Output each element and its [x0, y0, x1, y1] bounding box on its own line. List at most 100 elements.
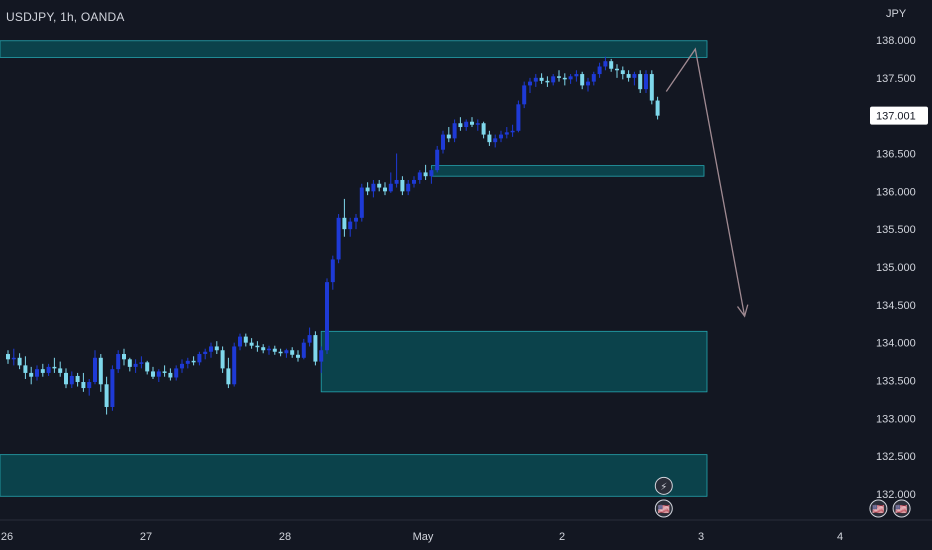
time-tick-label: 26	[1, 531, 13, 543]
candle-body	[261, 347, 266, 351]
projection-arrow-head	[736, 304, 749, 318]
projection-layer	[665, 47, 749, 318]
event-icon-circle	[892, 499, 911, 518]
candle-body	[23, 365, 28, 373]
candle-body	[238, 336, 242, 347]
candle-body	[122, 354, 126, 360]
candle-body	[626, 74, 631, 78]
candle-body	[354, 217, 358, 222]
candle-body	[551, 76, 556, 83]
candle-body	[359, 187, 364, 218]
top-resistance-zone[interactable]	[0, 40, 708, 58]
candle-body	[423, 172, 428, 177]
candle-body	[649, 74, 654, 101]
candle-body	[52, 366, 57, 369]
lightning-event-icon[interactable]: ⚡	[654, 476, 673, 495]
candle-body	[104, 384, 109, 407]
candle-body	[255, 345, 260, 348]
candle-body	[383, 187, 387, 192]
candle-body	[377, 183, 382, 188]
candle-body	[371, 183, 376, 192]
candle-body	[574, 74, 579, 77]
candle-body	[545, 80, 550, 83]
candle-body	[429, 170, 434, 177]
zones-layer	[0, 40, 708, 497]
candle-body	[568, 76, 573, 80]
mid-demand-zone[interactable]	[430, 165, 705, 177]
candle-body	[533, 77, 538, 82]
price-tick-label: 135.500	[876, 224, 916, 236]
candle-body	[116, 354, 121, 370]
candle-body	[406, 183, 411, 192]
candle-body	[394, 179, 399, 184]
candle-body	[586, 81, 590, 86]
price-axis[interactable]: 138.000137.500137.000136.500136.000135.5…	[876, 35, 916, 501]
candle-body	[522, 85, 527, 105]
candle-body	[127, 359, 132, 367]
us-flag-event-icon[interactable]: 🇺🇸	[654, 499, 673, 518]
current-price-layer: 137.001	[870, 106, 928, 125]
candle-body	[168, 372, 173, 378]
candle-body	[272, 348, 277, 352]
candle-body	[632, 74, 637, 78]
symbol-title[interactable]: USDJPY, 1h, OANDA	[6, 10, 125, 24]
candle-body	[232, 346, 237, 385]
candle-body	[267, 348, 271, 351]
price-tick-label: 134.000	[876, 338, 916, 350]
time-tick-label: May	[413, 531, 434, 543]
candle-body	[46, 366, 51, 373]
candle-body	[11, 357, 16, 360]
candle-body	[75, 375, 80, 383]
candle-body	[191, 360, 196, 363]
candle-body	[464, 121, 469, 128]
candle-body	[139, 362, 144, 364]
candle-body	[296, 354, 300, 358]
candle-body	[174, 368, 179, 378]
candle-body	[441, 134, 445, 150]
time-tick-label: 3	[698, 531, 704, 543]
time-tick-label: 28	[279, 531, 291, 543]
bottom-demand-zone[interactable]	[0, 454, 708, 497]
candle-body	[557, 76, 561, 78]
price-tick-label: 136.000	[876, 186, 916, 198]
event-icon-glyph: 🇺🇸	[895, 504, 908, 516]
projection-arrow-line	[665, 47, 746, 317]
candle-body	[301, 342, 306, 358]
candle-body	[151, 371, 155, 377]
candle-body	[591, 74, 596, 82]
price-tick-label: 135.000	[876, 262, 916, 274]
event-icon-glyph: ⚡	[660, 482, 667, 493]
price-tick-label: 137.500	[876, 73, 916, 85]
candle-body	[313, 335, 318, 362]
events-layer: ⚡ 🇺🇸 🇺🇸 🇺🇸	[654, 476, 911, 518]
candle-body	[330, 259, 335, 283]
candle-body	[249, 342, 254, 346]
price-tick-label: 133.500	[876, 376, 916, 388]
candle-body	[580, 74, 585, 86]
candles-layer	[6, 56, 660, 415]
candle-body	[475, 123, 480, 125]
candle-body	[365, 187, 370, 192]
currency-label: JPY	[886, 8, 907, 20]
candle-body	[220, 350, 225, 369]
price-tick-label: 132.500	[876, 451, 916, 463]
us-flag-event-icon-2[interactable]: 🇺🇸	[869, 499, 888, 518]
time-axis[interactable]: 26 27 28 May 2 3 4	[0, 519, 932, 543]
candle-body	[156, 371, 161, 377]
candle-body	[69, 375, 74, 385]
time-tick-label: 2	[559, 531, 565, 543]
lower-demand-zone[interactable]	[320, 330, 708, 393]
candle-body	[81, 382, 86, 389]
price-tick-label: 132.000	[876, 489, 916, 501]
price-tick-label: 138.000	[876, 35, 916, 47]
candle-body	[603, 61, 608, 67]
candle-body	[307, 335, 312, 343]
candle-body	[516, 104, 521, 131]
candle-body	[35, 369, 39, 377]
current-price-label: 137.001	[876, 111, 916, 123]
candle-body	[290, 350, 295, 355]
candle-body	[29, 372, 34, 377]
us-flag-event-icon-3[interactable]: 🇺🇸	[892, 499, 911, 518]
